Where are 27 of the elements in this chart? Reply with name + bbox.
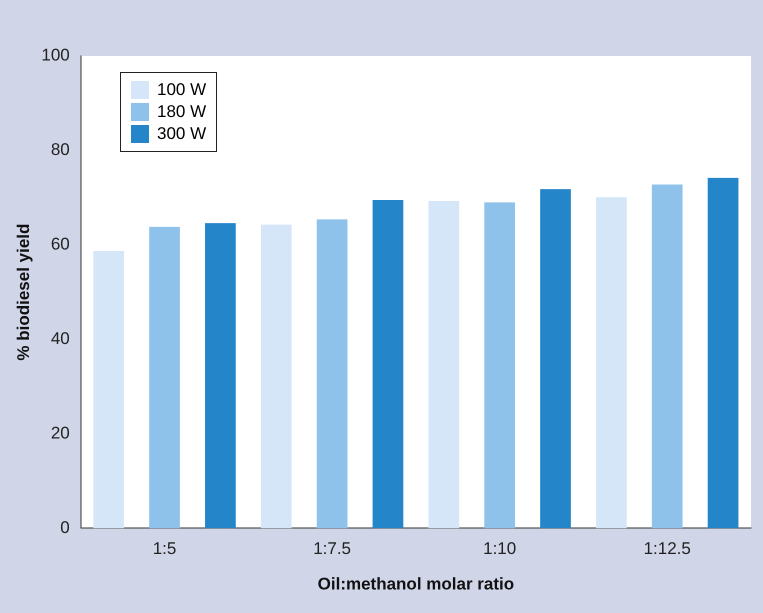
y-tick-label: 100: [41, 46, 70, 65]
legend-label: 300 W: [157, 123, 206, 145]
x-axis-title: Oil:methanol molar ratio: [318, 574, 514, 594]
bar: [596, 197, 627, 528]
bar: [484, 202, 516, 528]
y-tick-label: 80: [50, 140, 70, 160]
legend-label: 100 W: [157, 79, 206, 101]
y-tick-label: 0: [60, 518, 70, 537]
y-tick-label: 60: [50, 234, 70, 254]
bar: [260, 224, 292, 528]
y-tick-label: 20: [50, 423, 70, 442]
bar: [540, 189, 571, 528]
x-tick-label: 1:12.5: [644, 539, 691, 558]
bar: [652, 184, 683, 528]
bar: [372, 200, 404, 528]
bar: [93, 251, 124, 528]
bar: [149, 226, 180, 528]
bar: [708, 178, 738, 528]
y-tick-label: 40: [50, 329, 70, 348]
y-axis-title: % biodiesel yield: [14, 224, 33, 361]
x-tick-label: 1:5: [152, 539, 176, 558]
bar: [205, 223, 236, 528]
bar: [428, 200, 460, 528]
legend-label: 180 W: [157, 101, 206, 123]
x-tick-label: 1:7.5: [313, 539, 352, 558]
x-tick-label: 1:10: [483, 539, 516, 558]
bar: [316, 219, 348, 528]
